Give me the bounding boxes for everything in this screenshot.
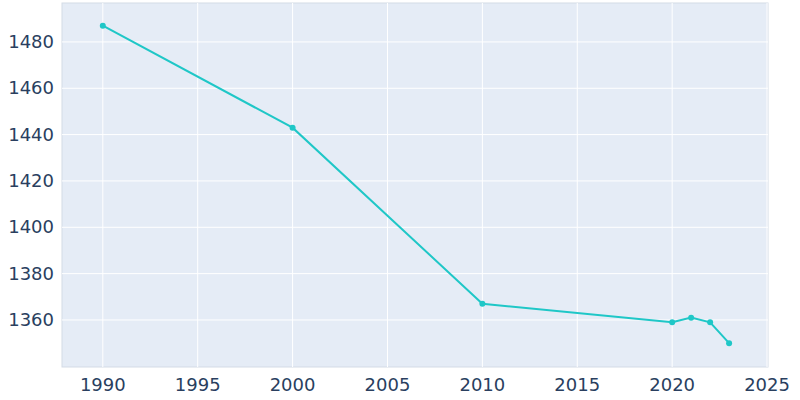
x-grid-line [102, 3, 103, 367]
marker [688, 315, 694, 321]
x-tick-label: 1990 [80, 374, 126, 395]
marker [290, 125, 296, 131]
series [100, 23, 732, 346]
line [103, 26, 729, 343]
marker [726, 340, 732, 346]
y-grid-line [62, 180, 768, 181]
x-grid-line [197, 3, 198, 367]
x-grid-line [387, 3, 388, 367]
x-tick-label: 2015 [554, 374, 600, 395]
x-tick-label: 2020 [649, 374, 695, 395]
plot-area [62, 3, 768, 367]
y-grid-line [62, 41, 768, 42]
chart: 1360 1380 1400 1420 1440 1460 1480 1990 1995 2000… [0, 0, 800, 400]
y-tick-label: 1380 [8, 263, 54, 284]
y-tick-label: 1400 [8, 216, 54, 237]
x-tick-label: 2005 [365, 374, 411, 395]
x-grid-line [482, 3, 483, 367]
x-tick-label: 1995 [175, 374, 221, 395]
y-grid-line [62, 273, 768, 274]
marker [479, 301, 485, 307]
x-tick-label: 2025 [744, 374, 790, 395]
y-tick-label: 1440 [8, 124, 54, 145]
y-tick-label: 1420 [8, 170, 54, 191]
x-grid-line [292, 3, 293, 367]
x-grid-line [672, 3, 673, 367]
x-grid-line [767, 3, 768, 367]
y-tick-label: 1360 [8, 309, 54, 330]
y-tick-label: 1480 [8, 31, 54, 52]
marker [669, 319, 675, 325]
marker [100, 23, 106, 29]
y-grid-line [62, 88, 768, 89]
y-grid-line [62, 134, 768, 135]
y-grid-line [62, 227, 768, 228]
marker [707, 319, 713, 325]
y-tick-label: 1460 [8, 77, 54, 98]
x-tick-label: 2010 [459, 374, 505, 395]
x-tick-label: 2000 [270, 374, 316, 395]
